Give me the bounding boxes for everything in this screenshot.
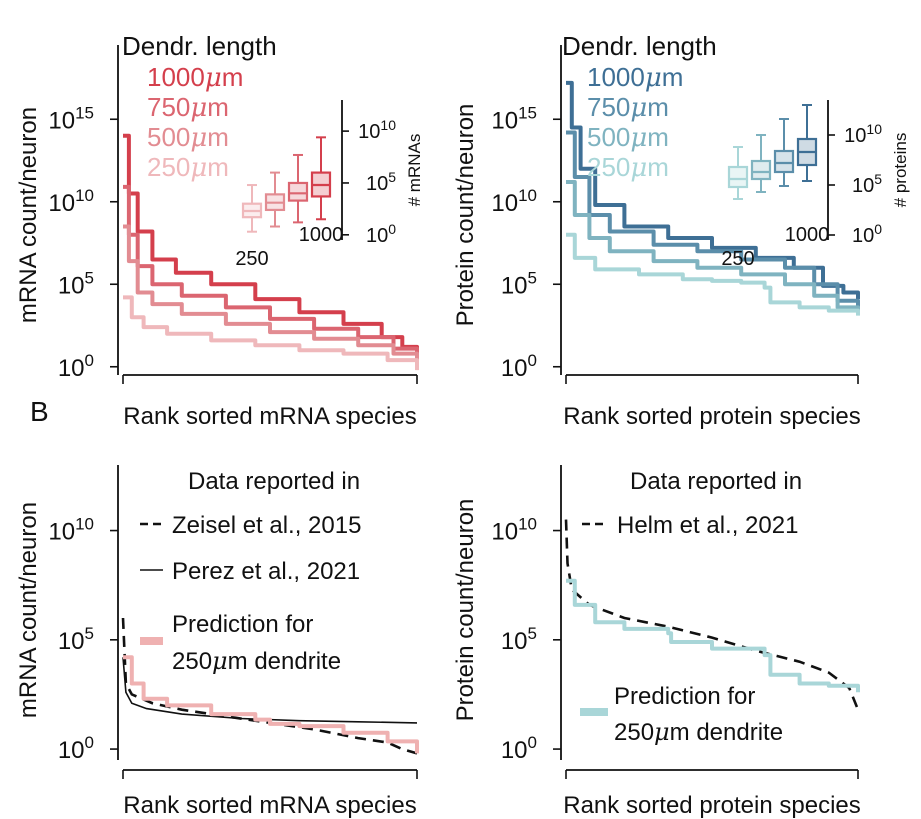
series-line-0 xyxy=(121,617,418,755)
y-axis-label: mRNA count/neuron xyxy=(15,107,42,323)
legend-entry-3: 250μm dendrite xyxy=(172,647,341,675)
series-line-2 xyxy=(123,224,419,362)
y-tick-label: 105 xyxy=(58,624,94,655)
y-tick-label: 105 xyxy=(501,624,537,655)
x-axis-label: Rank sorted mRNA species xyxy=(123,792,416,819)
box-rect xyxy=(727,165,749,189)
legend-entry-0: 1000μm xyxy=(587,62,683,93)
inset-x-label-end: 1000 xyxy=(299,224,344,246)
box-0 xyxy=(727,146,749,200)
inset-y-tick-label: 100 xyxy=(366,221,396,247)
y-tick-label: 1010 xyxy=(48,186,94,217)
y-tick-label: 105 xyxy=(58,268,94,299)
y-axis-label: mRNA count/neuron xyxy=(15,502,42,718)
box-2 xyxy=(287,153,309,224)
chart-B-left: 100 105 1010 Rank sorted mRNA species mRNA c… xyxy=(15,465,419,819)
inset-x-label-start: 250 xyxy=(235,248,268,270)
inset-y-tick-label: 105 xyxy=(366,169,396,195)
x-axis-label: Rank sorted mRNA species xyxy=(123,403,416,430)
series-line-2 xyxy=(123,655,419,754)
legend-title: Data reported in xyxy=(630,468,802,495)
legend-entry-2: 250μm dendrite xyxy=(614,718,783,746)
box-rect xyxy=(750,159,772,181)
legend-entry-0: Zeisel et al., 2015 xyxy=(172,512,361,539)
series-line-2 xyxy=(566,180,860,313)
y-axis-label: Protein count/neuron xyxy=(452,104,479,327)
panel-letter-b: B xyxy=(30,396,49,427)
y-axis-label: Protein count/neuron xyxy=(452,499,479,722)
series-line-1 xyxy=(566,130,860,308)
inset-boxplot: 100 105 1010 # proteins 250 1000 xyxy=(721,100,910,270)
series-line-3 xyxy=(123,295,419,371)
y-tick-label: 1010 xyxy=(48,515,94,546)
y-tick-label: 1010 xyxy=(491,186,537,217)
inset-boxplot: 100 105 1010 # mRNAs 250 1000 xyxy=(235,100,424,270)
legend-title: Dendr. length xyxy=(122,31,277,61)
inset-y-label: # proteins xyxy=(891,133,910,208)
legend-entry-1: Perez et al., 2021 xyxy=(172,558,360,585)
x-axis-label: Rank sorted protein species xyxy=(563,403,861,430)
legend-entry-2: Prediction for xyxy=(172,611,313,638)
inset-x-label-start: 250 xyxy=(721,248,754,270)
chart-A-right: 100 105 1010 1015 Rank sorted protein specie… xyxy=(452,31,910,430)
x-axis-label: Rank sorted protein species xyxy=(563,792,861,819)
y-tick-label: 100 xyxy=(501,351,537,382)
legend-entry-2: 500μm xyxy=(147,122,229,153)
series-line-3 xyxy=(566,232,860,316)
y-tick-label: 100 xyxy=(501,733,537,764)
inset-y-tick-label: 1010 xyxy=(844,121,882,147)
legend-entry-2: 500μm xyxy=(587,122,669,153)
inset-x-label-end: 1000 xyxy=(785,224,830,246)
legend-title: Data reported in xyxy=(188,468,360,495)
legend-entry-1: 750μm xyxy=(587,92,669,123)
legend-entry-0: 1000μm xyxy=(147,62,243,93)
box-1 xyxy=(264,171,286,228)
chart-B-right: 100 105 1010 Rank sorted protein species Pro… xyxy=(452,465,861,819)
series-line-0 xyxy=(564,519,860,711)
series-line-1 xyxy=(122,657,418,724)
legend-title: Dendr. length xyxy=(562,31,717,61)
box-3 xyxy=(310,136,332,221)
inset-y-tick-label: 100 xyxy=(852,221,882,247)
legend-entry-3: 250μm xyxy=(147,152,229,183)
legend-entry-1: 750μm xyxy=(147,92,229,123)
y-tick-label: 100 xyxy=(58,351,94,382)
box-3 xyxy=(796,104,818,182)
box-1 xyxy=(750,134,772,193)
inset-y-tick-label: 105 xyxy=(852,171,882,197)
inset-y-tick-label: 1010 xyxy=(358,117,396,143)
box-2 xyxy=(773,118,795,187)
box-rect xyxy=(773,149,795,174)
inset-y-label: # mRNAs xyxy=(405,134,424,207)
chart-A-left: 100 105 1010 1015 Rank sorted mRNA species mR… xyxy=(15,31,424,430)
legend-entry-0: Helm et al., 2021 xyxy=(617,512,798,539)
legend-entry-3: 250μm xyxy=(587,152,669,183)
box-0 xyxy=(241,184,263,233)
box-rect xyxy=(287,181,309,202)
legend-entry-1: Prediction for xyxy=(614,683,755,710)
y-tick-label: 105 xyxy=(501,268,537,299)
series-line-1 xyxy=(123,184,419,357)
y-tick-label: 100 xyxy=(58,733,94,764)
y-tick-label: 1015 xyxy=(491,103,537,134)
y-tick-label: 1015 xyxy=(48,103,94,134)
y-tick-label: 1010 xyxy=(491,515,537,546)
series-line-1 xyxy=(566,578,860,693)
